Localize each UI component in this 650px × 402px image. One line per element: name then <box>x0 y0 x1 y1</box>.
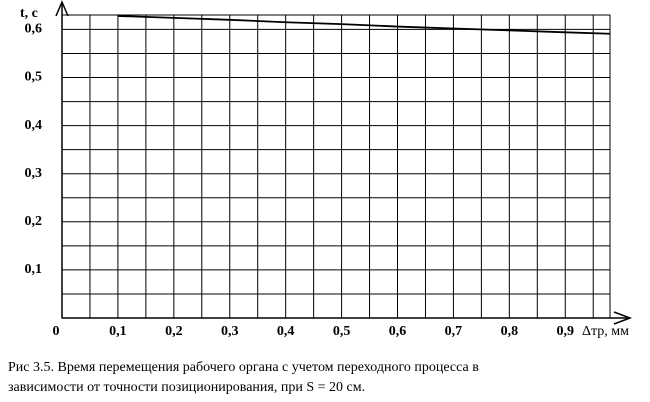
x-tick-label: 0,7 <box>445 324 463 339</box>
y-axis-label: t, с <box>20 6 38 21</box>
y-tick-label: 0,1 <box>25 262 43 277</box>
y-tick-label: 0,5 <box>25 70 43 85</box>
y-tick-label: 0,3 <box>25 166 43 181</box>
x-tick-label: 0 <box>53 324 60 339</box>
x-axis-label: Δтр, мм <box>582 324 629 339</box>
x-tick-label: 0,2 <box>165 324 183 339</box>
x-tick-label: 0,4 <box>277 324 295 339</box>
caption-line: Рис 3.5. Время перемещения рабочего орга… <box>8 360 479 375</box>
data-line <box>117 15 611 35</box>
y-tick-label: 0,2 <box>25 214 43 229</box>
x-tick-label: 0,8 <box>501 324 519 339</box>
caption-line: зависимости от точности позиционирования… <box>8 380 365 395</box>
y-arrow <box>55 0 69 17</box>
y-tick-label: 0,4 <box>25 118 43 133</box>
plot-frame <box>61 14 611 319</box>
x-tick-label: 0,9 <box>557 324 575 339</box>
x-tick-label: 0,5 <box>333 324 351 339</box>
x-tick-label: 0,3 <box>221 324 239 339</box>
x-tick-label: 0,1 <box>109 324 127 339</box>
x-tick-label: 0,6 <box>389 324 407 339</box>
y-tick-label: 0,6 <box>25 22 43 37</box>
x-arrow <box>613 311 633 325</box>
